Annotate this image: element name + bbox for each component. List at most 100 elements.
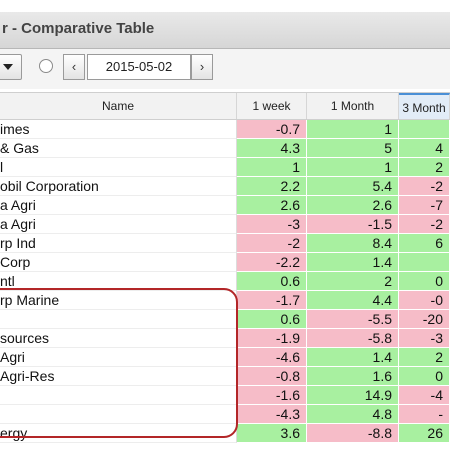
table-row[interactable]: imes -0.7 1 xyxy=(0,120,450,139)
row-value-cell: -0.7 xyxy=(237,120,307,139)
row-value-cell: 4.4 xyxy=(307,291,399,310)
col-header-1month[interactable]: 1 Month xyxy=(307,93,399,119)
row-value-cell: -2 xyxy=(399,177,450,196)
row-value-cell: -5.5 xyxy=(307,310,399,329)
row-name-cell xyxy=(0,405,237,424)
row-value-cell: 4.8 xyxy=(307,405,399,424)
chevron-down-icon xyxy=(3,64,13,70)
row-name-cell: Agri-Res xyxy=(0,367,237,386)
row-value-cell: -3 xyxy=(399,329,450,348)
row-name-cell: & Gas xyxy=(0,139,237,158)
row-name-cell: l xyxy=(0,158,237,177)
table-row[interactable]: Agri-Res -0.8 1.6 0 xyxy=(0,367,450,386)
row-name-cell: rp Ind xyxy=(0,234,237,253)
table-row[interactable]: -1.6 14.9 -4 xyxy=(0,386,450,405)
col-header-1week[interactable]: 1 week xyxy=(237,93,307,119)
date-radio[interactable] xyxy=(39,59,53,73)
table-row[interactable]: rp Ind -2 8.4 6 xyxy=(0,234,450,253)
table-row[interactable]: Corp -2.2 1.4 xyxy=(0,253,450,272)
row-value-cell: 1.6 xyxy=(307,367,399,386)
row-value-cell: 2.6 xyxy=(307,196,399,215)
row-value-cell: 4 xyxy=(399,139,450,158)
row-name-cell: imes xyxy=(0,120,237,139)
row-value-cell: -4 xyxy=(399,386,450,405)
row-value-cell: - xyxy=(399,405,450,424)
row-value-cell: -2 xyxy=(399,215,450,234)
table-row[interactable]: & Gas 4.3 5 4 xyxy=(0,139,450,158)
row-value-cell: 4.3 xyxy=(237,139,307,158)
row-value-cell: -5.8 xyxy=(307,329,399,348)
row-value-cell xyxy=(399,253,450,272)
row-value-cell: 6 xyxy=(399,234,450,253)
col-header-3month[interactable]: 3 Month xyxy=(399,93,450,119)
row-value-cell: -3 xyxy=(237,215,307,234)
prev-date-button[interactable]: ‹ xyxy=(63,54,85,80)
table-row[interactable]: 0.6 -5.5 -20 xyxy=(0,310,450,329)
row-name-cell xyxy=(0,310,237,329)
row-value-cell: 3.6 xyxy=(237,424,307,443)
row-value-cell: -7 xyxy=(399,196,450,215)
row-value-cell: -8.8 xyxy=(307,424,399,443)
row-value-cell: 26 xyxy=(399,424,450,443)
toolbar: ‹ 2015-05-02 › xyxy=(0,49,450,89)
row-value-cell: 2 xyxy=(399,158,450,177)
row-value-cell: -2.2 xyxy=(237,253,307,272)
comparative-table: Name 1 week 1 Month 3 Month imes -0.7 1 & G… xyxy=(0,92,450,443)
row-value-cell: -0 xyxy=(399,291,450,310)
row-name-cell: obil Corporation xyxy=(0,177,237,196)
row-value-cell: 0 xyxy=(399,272,450,291)
table-row[interactable]: obil Corporation 2.2 5.4 -2 xyxy=(0,177,450,196)
row-name-cell: ntl xyxy=(0,272,237,291)
table-row[interactable]: sources -1.9 -5.8 -3 xyxy=(0,329,450,348)
row-name-cell: ergy xyxy=(0,424,237,443)
table-row[interactable]: ergy 3.6 -8.8 26 xyxy=(0,424,450,443)
row-value-cell: -1.7 xyxy=(237,291,307,310)
table-row[interactable]: ntl 0.6 2 0 xyxy=(0,272,450,291)
row-value-cell: -1.5 xyxy=(307,215,399,234)
table-body: imes -0.7 1 & Gas 4.3 5 4 l 1 1 2 obil Corporation 2… xyxy=(0,120,450,443)
row-value-cell: -1.6 xyxy=(237,386,307,405)
table-row[interactable]: a Agri 2.6 2.6 -7 xyxy=(0,196,450,215)
table-header: Name 1 week 1 Month 3 Month xyxy=(0,92,450,120)
row-value-cell: 14.9 xyxy=(307,386,399,405)
chevron-left-icon: ‹ xyxy=(71,59,77,74)
col-header-name[interactable]: Name xyxy=(0,93,237,119)
row-value-cell: -1.9 xyxy=(237,329,307,348)
row-value-cell: -0.8 xyxy=(237,367,307,386)
table-row[interactable]: -4.3 4.8- xyxy=(0,405,450,424)
row-value-cell: 2.6 xyxy=(237,196,307,215)
row-value-cell: 5 xyxy=(307,139,399,158)
row-value-cell: 2 xyxy=(399,348,450,367)
row-value-cell: -20 xyxy=(399,310,450,329)
window-title: r - Comparative Table xyxy=(2,20,155,37)
date-field[interactable]: 2015-05-02 xyxy=(87,54,191,80)
table-row[interactable]: a Agri -3 -1.5 -2 xyxy=(0,215,450,234)
row-value-cell: 1 xyxy=(307,158,399,177)
table-row[interactable]: Agri -4.6 1.4 2 xyxy=(0,348,450,367)
period-dropdown[interactable] xyxy=(0,54,22,80)
table-row[interactable]: rp Marine -1.7 4.4 -0 xyxy=(0,291,450,310)
row-value-cell: 1 xyxy=(237,158,307,177)
row-value-cell: -4.6 xyxy=(237,348,307,367)
row-value-cell: 0.6 xyxy=(237,272,307,291)
row-name-cell: rp Marine xyxy=(0,291,237,310)
row-name-cell: a Agri xyxy=(0,215,237,234)
row-value-cell: 1.4 xyxy=(307,348,399,367)
row-value-cell: 1.4 xyxy=(307,253,399,272)
row-value-cell: -2 xyxy=(237,234,307,253)
row-name-cell: Corp xyxy=(0,253,237,272)
row-value-cell: 5.4 xyxy=(307,177,399,196)
title-bar: r - Comparative Table xyxy=(0,12,450,49)
row-value-cell: -4.3 xyxy=(237,405,307,424)
chevron-right-icon: › xyxy=(199,59,205,74)
row-name-cell xyxy=(0,386,237,405)
row-value-cell: 2 xyxy=(307,272,399,291)
row-value-cell: 0 xyxy=(399,367,450,386)
row-name-cell: Agri xyxy=(0,348,237,367)
next-date-button[interactable]: › xyxy=(191,54,213,80)
row-name-cell: a Agri xyxy=(0,196,237,215)
row-value-cell: 0.6 xyxy=(237,310,307,329)
row-value-cell: 8.4 xyxy=(307,234,399,253)
row-value-cell: 1 xyxy=(307,120,399,139)
